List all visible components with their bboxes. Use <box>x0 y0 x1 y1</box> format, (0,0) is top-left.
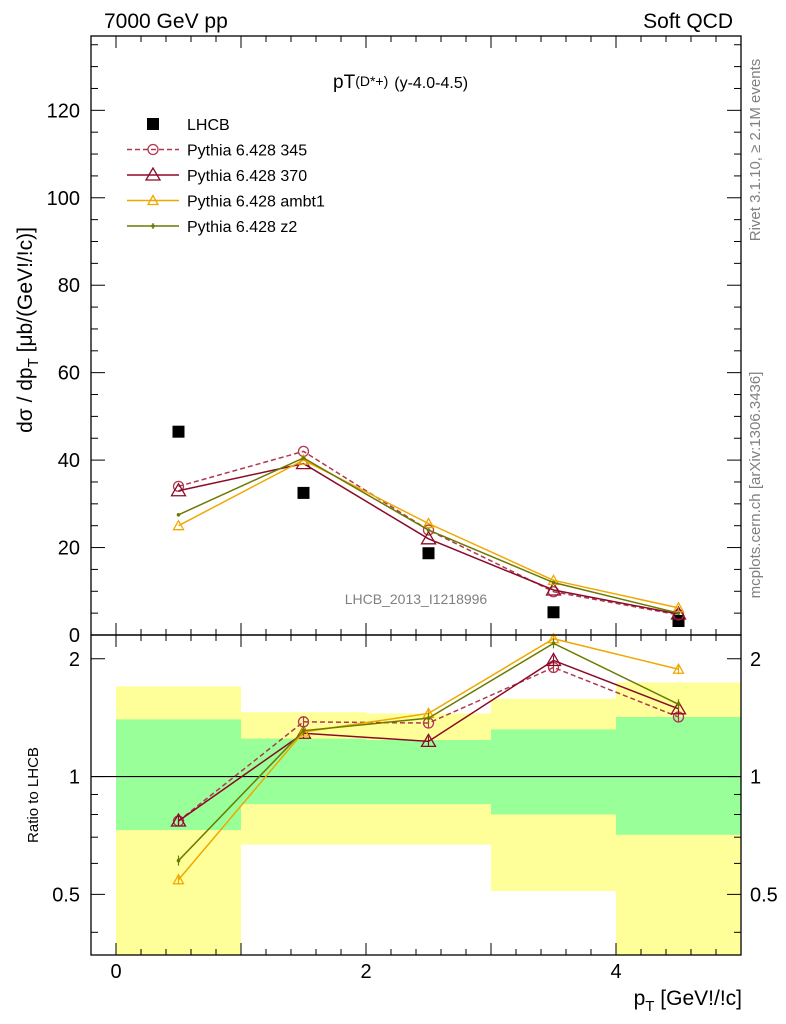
x-axis-label: pT [GeV!/!c] <box>634 987 742 1015</box>
ratio-panel-marks <box>170 632 687 885</box>
ratio-y-tick-label-right: 0.5 <box>750 884 778 906</box>
legend: LHCB Pythia 6.428 345 Pythia 6.428 370 Pyth… <box>127 117 325 236</box>
ratio-y-tick-label-right: 1 <box>750 767 761 789</box>
ratio-point-pythia-6-428-370 <box>420 733 437 748</box>
main-y-tick-label: 0 <box>69 625 80 647</box>
legend-label-pythia-6-428-345: Pythia 6.428 345 <box>187 143 307 160</box>
legend-marker-pythia-6-428-z2 <box>151 224 155 228</box>
ratio-point-pythia-6-428-z2 <box>176 858 181 863</box>
ratio-point-pythia-6-428-370 <box>170 812 187 827</box>
ratio-point-pythia-6-428-370 <box>670 700 687 715</box>
ratio-point-pythia-6-428-ambt1 <box>672 662 685 674</box>
ratio-point-pythia-6-428-ambt1 <box>297 725 310 737</box>
ratio-point-pythia-6-428-z2 <box>426 716 431 720</box>
series-line-pythia-6-428-345 <box>178 450 679 616</box>
data-point-pythia-6-428-z2 <box>301 456 306 460</box>
series-line-pythia-6-428-ambt1 <box>178 459 679 609</box>
plot-title-main: pT <box>333 72 356 93</box>
data-point-lhcb <box>422 547 435 560</box>
ratio-y-tick-label-right: 2 <box>750 649 761 671</box>
data-point-lhcb <box>297 486 310 499</box>
legend-marker-pythia-6-428-370 <box>144 166 162 181</box>
data-point-pythia-6-428-345 <box>172 480 185 492</box>
plot-title: pT(D*+) (y-4.0-4.5) <box>333 72 468 93</box>
data-point-pythia-6-428-370 <box>170 482 187 497</box>
ratio-point-pythia-6-428-370 <box>545 652 562 667</box>
ratio-panel-bands <box>91 682 741 955</box>
ratio-point-pythia-6-428-ambt1 <box>172 873 185 885</box>
main-y-tick-label: 60 <box>58 363 80 385</box>
rivet-version-text: Rivet 3.1.10, ≥ 2.1M events <box>747 59 764 242</box>
legend-label-pythia-6-428-ambt1: Pythia 6.428 ambt1 <box>187 194 325 211</box>
plot-title-range: (y-4.0-4.5) <box>394 75 468 92</box>
plot-title-sub: (D*+) <box>355 73 388 89</box>
data-point-pythia-6-428-370 <box>420 530 437 545</box>
data-point-lhcb <box>672 615 685 628</box>
ratio-band-inner <box>366 740 491 805</box>
ratio-band-inner <box>241 738 366 805</box>
data-point-pythia-6-428-z2 <box>176 512 181 517</box>
main-y-tick-label: 40 <box>58 450 80 472</box>
header-left: 7000 GeV pp <box>104 10 228 33</box>
x-tick-label: 0 <box>110 961 121 983</box>
data-point-lhcb <box>547 606 560 619</box>
ratio-y-tick-label: 0.5 <box>52 884 80 906</box>
ratio-point-pythia-6-428-z2 <box>676 702 681 707</box>
data-point-pythia-6-428-345 <box>422 524 435 536</box>
main-y-axis-label: dσ / dpT [μb/(GeV!/!c)] <box>14 227 42 433</box>
main-y-tick-label: 100 <box>47 188 80 210</box>
ratio-band-inner <box>116 719 241 831</box>
x-tick-label: 2 <box>360 961 371 983</box>
data-point-pythia-6-428-370 <box>545 581 562 596</box>
mcplots-source-text: mcplots.cern.ch [arXiv:1306.3436] <box>747 372 764 599</box>
data-point-pythia-6-428-z2 <box>551 580 556 585</box>
series-line-pythia-6-428-370 <box>178 462 679 615</box>
main-y-tick-label: 80 <box>58 275 80 297</box>
data-point-pythia-6-428-ambt1 <box>547 574 560 585</box>
data-point-lhcb <box>172 425 185 438</box>
ratio-band-inner <box>616 716 741 835</box>
legend-label-pythia-6-428-370: Pythia 6.428 370 <box>187 168 307 185</box>
ratio-band-inner <box>491 729 616 815</box>
analysis-watermark: LHCB_2013_I1218996 <box>345 591 488 607</box>
header-right: Soft QCD <box>643 10 733 33</box>
ratio-y-tick-label: 1 <box>69 767 80 789</box>
ratio-point-pythia-6-428-z2 <box>551 641 556 646</box>
ratio-panel-frame: 0.5 0.5 1 1 2 2 0 2 4 <box>52 634 778 983</box>
data-point-pythia-6-428-z2 <box>676 611 681 615</box>
data-point-pythia-6-428-ambt1 <box>422 517 435 529</box>
ratio-y-axis-label: Ratio to LHCB <box>25 747 42 843</box>
legend-marker-lhcb <box>147 118 159 130</box>
ratio-point-pythia-6-428-z2 <box>301 728 306 733</box>
legend-marker-pythia-6-428-345 <box>147 143 159 156</box>
ratio-y-tick-label: 2 <box>69 649 80 671</box>
data-point-pythia-6-428-ambt1 <box>172 519 185 531</box>
data-point-pythia-6-428-z2 <box>426 528 431 532</box>
legend-label-pythia-6-428-z2: Pythia 6.428 z2 <box>187 219 297 236</box>
main-y-tick-label: 120 <box>47 100 80 122</box>
main-panel-marks <box>170 425 687 628</box>
main-y-tick-label: 20 <box>58 538 80 560</box>
legend-marker-pythia-6-428-ambt1 <box>146 194 160 206</box>
legend-label-lhcb: LHCB <box>187 117 230 134</box>
x-tick-label: 4 <box>610 961 621 983</box>
